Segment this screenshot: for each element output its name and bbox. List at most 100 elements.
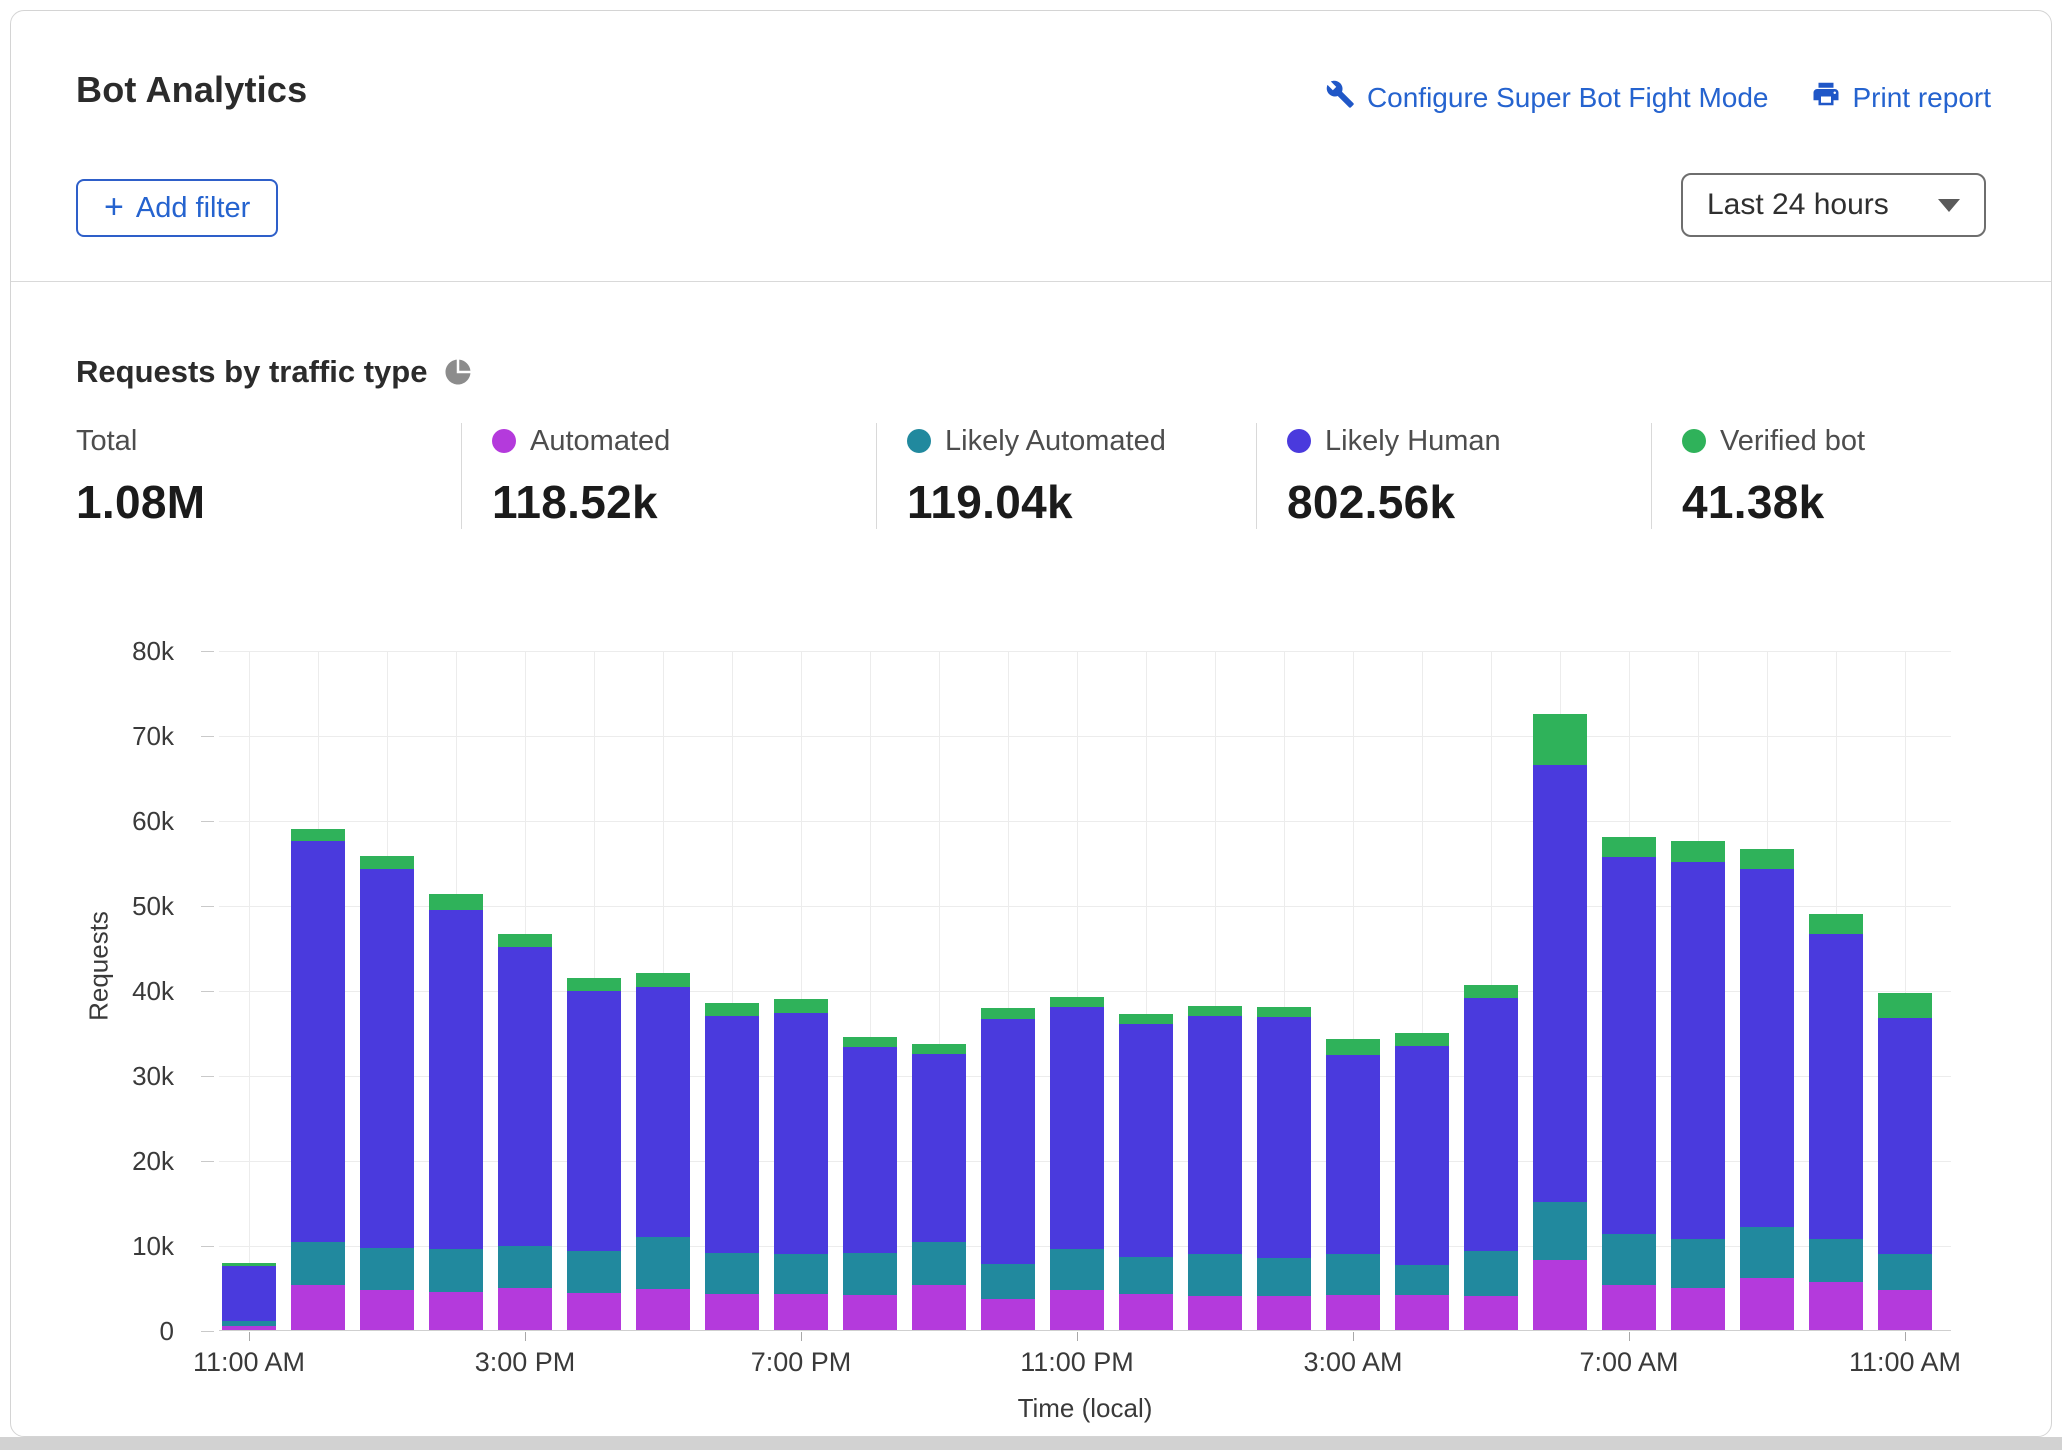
bar-segment-verified-bot[interactable]: [1119, 1013, 1173, 1025]
bar-segment-likely-human[interactable]: [1326, 1054, 1380, 1255]
bar-segment-likely-human[interactable]: [1809, 933, 1863, 1240]
bar-segment-verified-bot[interactable]: [1671, 841, 1725, 862]
bar-segment-likely-human[interactable]: [636, 986, 690, 1238]
bar-segment-likely-human[interactable]: [774, 1013, 828, 1254]
bar-segment-likely-human[interactable]: [912, 1053, 966, 1243]
bar-segment-verified-bot[interactable]: [498, 933, 552, 947]
bar-segment-automated[interactable]: [1464, 1296, 1518, 1330]
stacked-bar[interactable]: [1740, 848, 1794, 1330]
bar-segment-automated[interactable]: [1671, 1287, 1725, 1330]
bar-segment-automated[interactable]: [429, 1291, 483, 1330]
bar-segment-verified-bot[interactable]: [705, 1002, 759, 1017]
bar-segment-verified-bot[interactable]: [1809, 914, 1863, 934]
bar-segment-automated[interactable]: [912, 1284, 966, 1330]
bar-segment-verified-bot[interactable]: [981, 1007, 1035, 1019]
bar-segment-likely-automated[interactable]: [705, 1252, 759, 1294]
bar-segment-likely-automated[interactable]: [774, 1253, 828, 1294]
bar-segment-likely-human[interactable]: [1602, 856, 1656, 1234]
bar-segment-likely-human[interactable]: [222, 1266, 276, 1321]
bar-segment-automated[interactable]: [1878, 1290, 1932, 1330]
bar-segment-likely-automated[interactable]: [1464, 1250, 1518, 1296]
bar-segment-verified-bot[interactable]: [1602, 836, 1656, 857]
bar-segment-likely-automated[interactable]: [567, 1251, 621, 1293]
bar-segment-likely-human[interactable]: [1188, 1016, 1242, 1254]
bar-segment-automated[interactable]: [1740, 1278, 1794, 1330]
bar-segment-automated[interactable]: [360, 1290, 414, 1330]
bar-segment-likely-automated[interactable]: [1809, 1239, 1863, 1283]
add-filter-button[interactable]: + Add filter: [76, 179, 279, 237]
bar-segment-likely-automated[interactable]: [1740, 1227, 1794, 1279]
stacked-bar[interactable]: [1119, 1013, 1173, 1330]
bar-segment-verified-bot[interactable]: [567, 978, 621, 991]
bar-segment-likely-human[interactable]: [1464, 998, 1518, 1251]
bar-segment-verified-bot[interactable]: [1464, 984, 1518, 999]
bar-segment-automated[interactable]: [1395, 1295, 1449, 1330]
stacked-bar[interactable]: [981, 1007, 1035, 1330]
bar-segment-likely-human[interactable]: [1050, 1007, 1104, 1250]
bar-segment-automated[interactable]: [981, 1299, 1035, 1330]
bar-segment-likely-automated[interactable]: [1326, 1254, 1380, 1296]
stacked-bar[interactable]: [912, 1044, 966, 1330]
bar-segment-likely-automated[interactable]: [1878, 1253, 1932, 1291]
bar-segment-automated[interactable]: [1188, 1296, 1242, 1330]
stacked-bar[interactable]: [222, 1262, 276, 1330]
bar-segment-automated[interactable]: [636, 1289, 690, 1330]
bar-segment-verified-bot[interactable]: [429, 893, 483, 911]
bar-segment-automated[interactable]: [291, 1284, 345, 1330]
bar-segment-likely-automated[interactable]: [912, 1242, 966, 1285]
bar-segment-likely-automated[interactable]: [1119, 1256, 1173, 1295]
bar-segment-verified-bot[interactable]: [774, 999, 828, 1014]
stacked-bar[interactable]: [843, 1036, 897, 1330]
bar-segment-automated[interactable]: [843, 1295, 897, 1330]
bar-segment-automated[interactable]: [1257, 1296, 1311, 1330]
bar-segment-automated[interactable]: [1602, 1284, 1656, 1330]
bar-segment-automated[interactable]: [222, 1325, 276, 1330]
bar-segment-verified-bot[interactable]: [1050, 996, 1104, 1008]
print-report-link[interactable]: Print report: [1811, 79, 1991, 116]
bar-segment-likely-automated[interactable]: [360, 1247, 414, 1291]
bar-segment-automated[interactable]: [1050, 1290, 1104, 1330]
bar-segment-automated[interactable]: [774, 1293, 828, 1330]
bar-segment-automated[interactable]: [1326, 1295, 1380, 1330]
stacked-bar[interactable]: [1050, 996, 1104, 1330]
bar-segment-automated[interactable]: [1533, 1259, 1587, 1330]
bar-segment-likely-automated[interactable]: [429, 1249, 483, 1292]
bar-segment-automated[interactable]: [705, 1293, 759, 1330]
stacked-bar[interactable]: [1395, 1033, 1449, 1330]
stacked-bar[interactable]: [1671, 841, 1725, 1330]
bar-segment-likely-automated[interactable]: [498, 1245, 552, 1288]
bar-segment-likely-human[interactable]: [843, 1046, 897, 1253]
stacked-bar[interactable]: [567, 978, 621, 1330]
bar-segment-likely-automated[interactable]: [636, 1237, 690, 1290]
bar-segment-likely-human[interactable]: [981, 1018, 1035, 1264]
bar-segment-verified-bot[interactable]: [1395, 1033, 1449, 1047]
stacked-bar[interactable]: [1257, 1006, 1311, 1330]
bar-segment-likely-automated[interactable]: [1533, 1201, 1587, 1260]
bar-segment-likely-human[interactable]: [1740, 869, 1794, 1228]
bar-segment-verified-bot[interactable]: [291, 829, 345, 842]
bar-segment-verified-bot[interactable]: [1257, 1006, 1311, 1018]
bar-segment-verified-bot[interactable]: [1878, 992, 1932, 1019]
stacked-bar[interactable]: [1533, 713, 1587, 1330]
bar-segment-likely-human[interactable]: [1119, 1024, 1173, 1257]
bar-segment-automated[interactable]: [567, 1292, 621, 1330]
stacked-bar[interactable]: [705, 1002, 759, 1330]
stacked-bar[interactable]: [1809, 914, 1863, 1330]
time-range-dropdown[interactable]: Last 24 hours: [1681, 173, 1986, 237]
bar-segment-likely-automated[interactable]: [1050, 1249, 1104, 1291]
bar-segment-likely-human[interactable]: [1257, 1017, 1311, 1258]
bar-segment-verified-bot[interactable]: [222, 1262, 276, 1267]
bar-segment-automated[interactable]: [1119, 1294, 1173, 1330]
bar-segment-likely-human[interactable]: [1671, 861, 1725, 1240]
bottom-scrollbar-track[interactable]: [0, 1437, 2062, 1450]
bar-segment-likely-human[interactable]: [429, 910, 483, 1250]
bar-segment-verified-bot[interactable]: [1533, 713, 1587, 765]
bar-segment-likely-automated[interactable]: [1257, 1257, 1311, 1296]
stacked-bar[interactable]: [360, 855, 414, 1330]
bar-segment-likely-automated[interactable]: [291, 1242, 345, 1285]
bar-segment-verified-bot[interactable]: [843, 1036, 897, 1047]
bar-segment-likely-human[interactable]: [1533, 764, 1587, 1202]
stacked-bar[interactable]: [774, 999, 828, 1330]
stacked-bar[interactable]: [429, 893, 483, 1330]
bar-segment-likely-human[interactable]: [1878, 1018, 1932, 1254]
